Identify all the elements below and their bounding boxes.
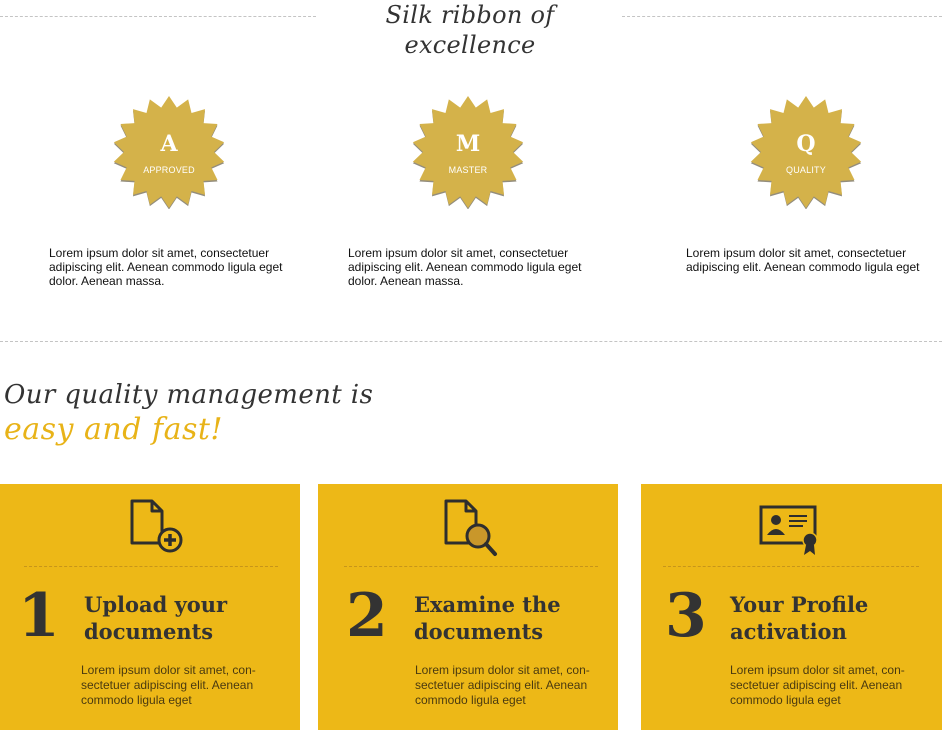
- step-card-upload: 1 Upload your documents Lorem ipsum dolor…: [0, 484, 300, 730]
- step-description: Lorem ipsum dolor sit amet, con-sectetue…: [730, 663, 905, 707]
- step-card-activation: 3 Your Profile activation Lorem ipsum dol…: [641, 484, 942, 730]
- divider: [663, 566, 919, 567]
- badge-master: M MASTER: [411, 95, 525, 209]
- badge-caption: MASTER: [448, 165, 488, 175]
- document-search-icon: [442, 498, 502, 558]
- badge-letter: Q: [796, 131, 816, 157]
- divider: [0, 341, 942, 342]
- headline: Our quality management is: [4, 380, 374, 410]
- step-description: Lorem ipsum dolor sit amet, con-sectetue…: [81, 663, 256, 707]
- step-number: 3: [665, 581, 707, 651]
- badge-description: Lorem ipsum dolor sit amet, consectetuer…: [686, 246, 920, 274]
- step-title: Upload your documents: [84, 592, 228, 644]
- document-add-icon: [126, 498, 186, 558]
- step-description: Lorem ipsum dolor sit amet, con-sectetue…: [415, 663, 590, 707]
- divider: [0, 16, 316, 17]
- badge-quality: Q QUALITY: [749, 95, 863, 209]
- badge-description: Lorem ipsum dolor sit amet, consectetuer…: [348, 246, 582, 288]
- badge-caption: APPROVED: [143, 165, 195, 175]
- badge-letter: M: [455, 131, 481, 157]
- divider: [622, 16, 942, 17]
- badge-approved: A APPROVED: [112, 95, 226, 209]
- step-number: 2: [346, 581, 388, 651]
- headline-accent: easy and fast!: [4, 412, 223, 447]
- badge-letter: A: [160, 131, 178, 157]
- step-card-examine: 2 Examine the documents Lorem ipsum dolor…: [318, 484, 618, 730]
- section-header: Silk ribbon of excellence: [0, 0, 942, 59]
- starburst-seal-icon: [412, 96, 524, 209]
- badge-description: Lorem ipsum dolor sit amet, consectetuer…: [49, 246, 283, 288]
- starburst-seal-icon: [750, 96, 862, 209]
- section-title: Silk ribbon of excellence: [385, 1, 555, 59]
- starburst-seal-icon: [113, 96, 225, 209]
- certificate-icon: [759, 498, 819, 558]
- badge-caption: QUALITY: [786, 165, 826, 175]
- divider: [344, 566, 598, 567]
- step-number: 1: [18, 581, 60, 651]
- divider: [24, 566, 278, 567]
- step-title: Examine the documents: [414, 592, 561, 644]
- step-title: Your Profile activation: [730, 592, 869, 644]
